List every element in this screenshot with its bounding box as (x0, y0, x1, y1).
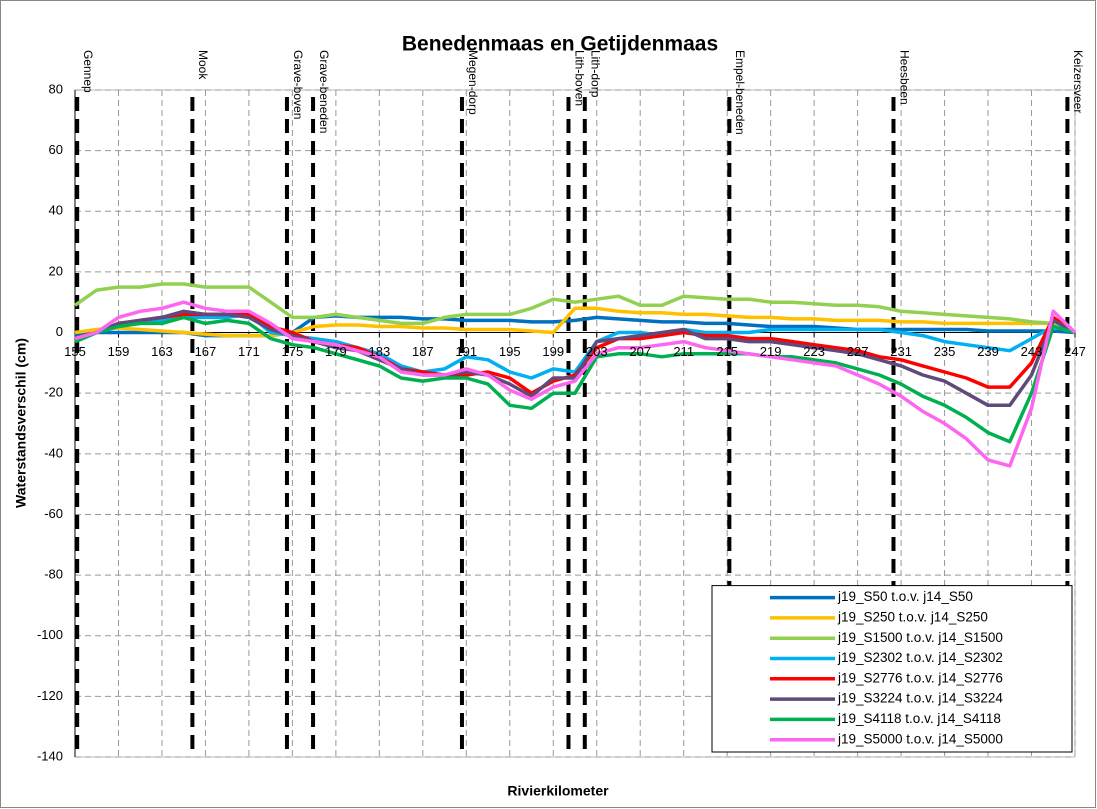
x-tick-label: 195 (499, 344, 521, 359)
legend: j19_S50 t.o.v. j14_S50 j19_S250 t.o.v. j1… (711, 585, 1073, 753)
series-line (74, 315, 1076, 444)
x-tick-label: 175 (282, 344, 304, 359)
x-tick-label: 167 (195, 344, 217, 359)
y-tick-label: -60 (44, 506, 63, 521)
x-tick-label: 235 (934, 344, 956, 359)
x-tick-label: 203 (586, 344, 608, 359)
structure-label: Megen-dorp (466, 50, 480, 115)
x-tick-label: 231 (890, 344, 912, 359)
legend-label: j19_S50 t.o.v. j14_S50 (837, 589, 973, 604)
structure-label: Empel-beneden (733, 50, 747, 135)
y-tick-label: -20 (44, 385, 63, 400)
y-tick-label: -80 (44, 567, 63, 582)
x-tick-label: 247 (1064, 344, 1086, 359)
x-tick-label: 171 (238, 344, 260, 359)
y-tick-label: 60 (49, 142, 63, 157)
legend-label: j19_S2776 t.o.v. j14_S2776 (837, 670, 1003, 685)
y-tick-label: -100 (37, 627, 63, 642)
y-tick-label: 80 (49, 81, 63, 96)
series-layer (73, 282, 1077, 468)
x-tick-label: 155 (64, 344, 86, 359)
structure-label: Grave-beneden (317, 50, 331, 133)
x-tick-label: 207 (629, 344, 651, 359)
y-tick-label: -120 (37, 688, 63, 703)
x-tick-label: 215 (716, 344, 738, 359)
x-tick-label: 211 (673, 344, 694, 359)
chart-title: Benedenmaas en Getijdenmaas (402, 33, 718, 56)
x-tick-label: 227 (847, 344, 869, 359)
x-tick-label: 219 (760, 344, 782, 359)
x-tick-label: 239 (977, 344, 999, 359)
y-tick-label: 40 (49, 203, 63, 218)
x-tick-label: 243 (1021, 344, 1043, 359)
y-tick-label: -140 (37, 748, 63, 763)
x-tick-label: 159 (108, 344, 130, 359)
legend-label: j19_S4118 t.o.v. j14_S4118 (837, 711, 1001, 726)
legend-box (711, 585, 1073, 753)
structure-label: Lith-boven (572, 50, 586, 106)
structure-label: Gennep (81, 50, 95, 93)
x-tick-label: 183 (368, 344, 390, 359)
legend-label: j19_S2302 t.o.v. j14_S2302 (837, 650, 1003, 665)
legend-label: j19_S5000 t.o.v. j14_S5000 (837, 731, 1003, 746)
x-tick-label: 179 (325, 344, 347, 359)
structure-label: Keizersveer (1071, 50, 1085, 113)
grid-layer (74, 89, 1076, 758)
label-layer: -140 -120 -100 -80 -60 -40 -20 0 20 40 60 80 155 159 1… (37, 81, 1086, 763)
y-tick-label: -40 (44, 445, 63, 460)
structure-label: Grave-boven (291, 50, 305, 119)
x-axis-title: Rivierkilometer (507, 783, 609, 799)
x-tick-label: 163 (151, 344, 173, 359)
x-tick-label: 191 (455, 344, 477, 359)
x-tick-label: 199 (542, 344, 564, 359)
y-axis-title: Waterstandsverschil (cm) (13, 338, 29, 508)
legend-label: j19_S3224 t.o.v. j14_S3224 (837, 691, 1003, 706)
legend-label: j19_S250 t.o.v. j14_S250 (837, 609, 988, 624)
structure-label: Mook (196, 50, 210, 80)
y-tick-label: 0 (56, 324, 63, 339)
series-line (73, 282, 1076, 335)
structure-label: Lith-dorp (589, 50, 603, 98)
x-tick-label: 187 (412, 344, 434, 359)
legend-label: j19_S1500 t.o.v. j14_S1500 (837, 630, 1003, 645)
series-line (74, 300, 1077, 468)
series-line (74, 306, 1076, 338)
y-tick-label: 20 (49, 263, 63, 278)
x-tick-label: 223 (803, 344, 825, 359)
structure-label: Heesbeen (897, 50, 911, 105)
series-line (74, 309, 1076, 408)
